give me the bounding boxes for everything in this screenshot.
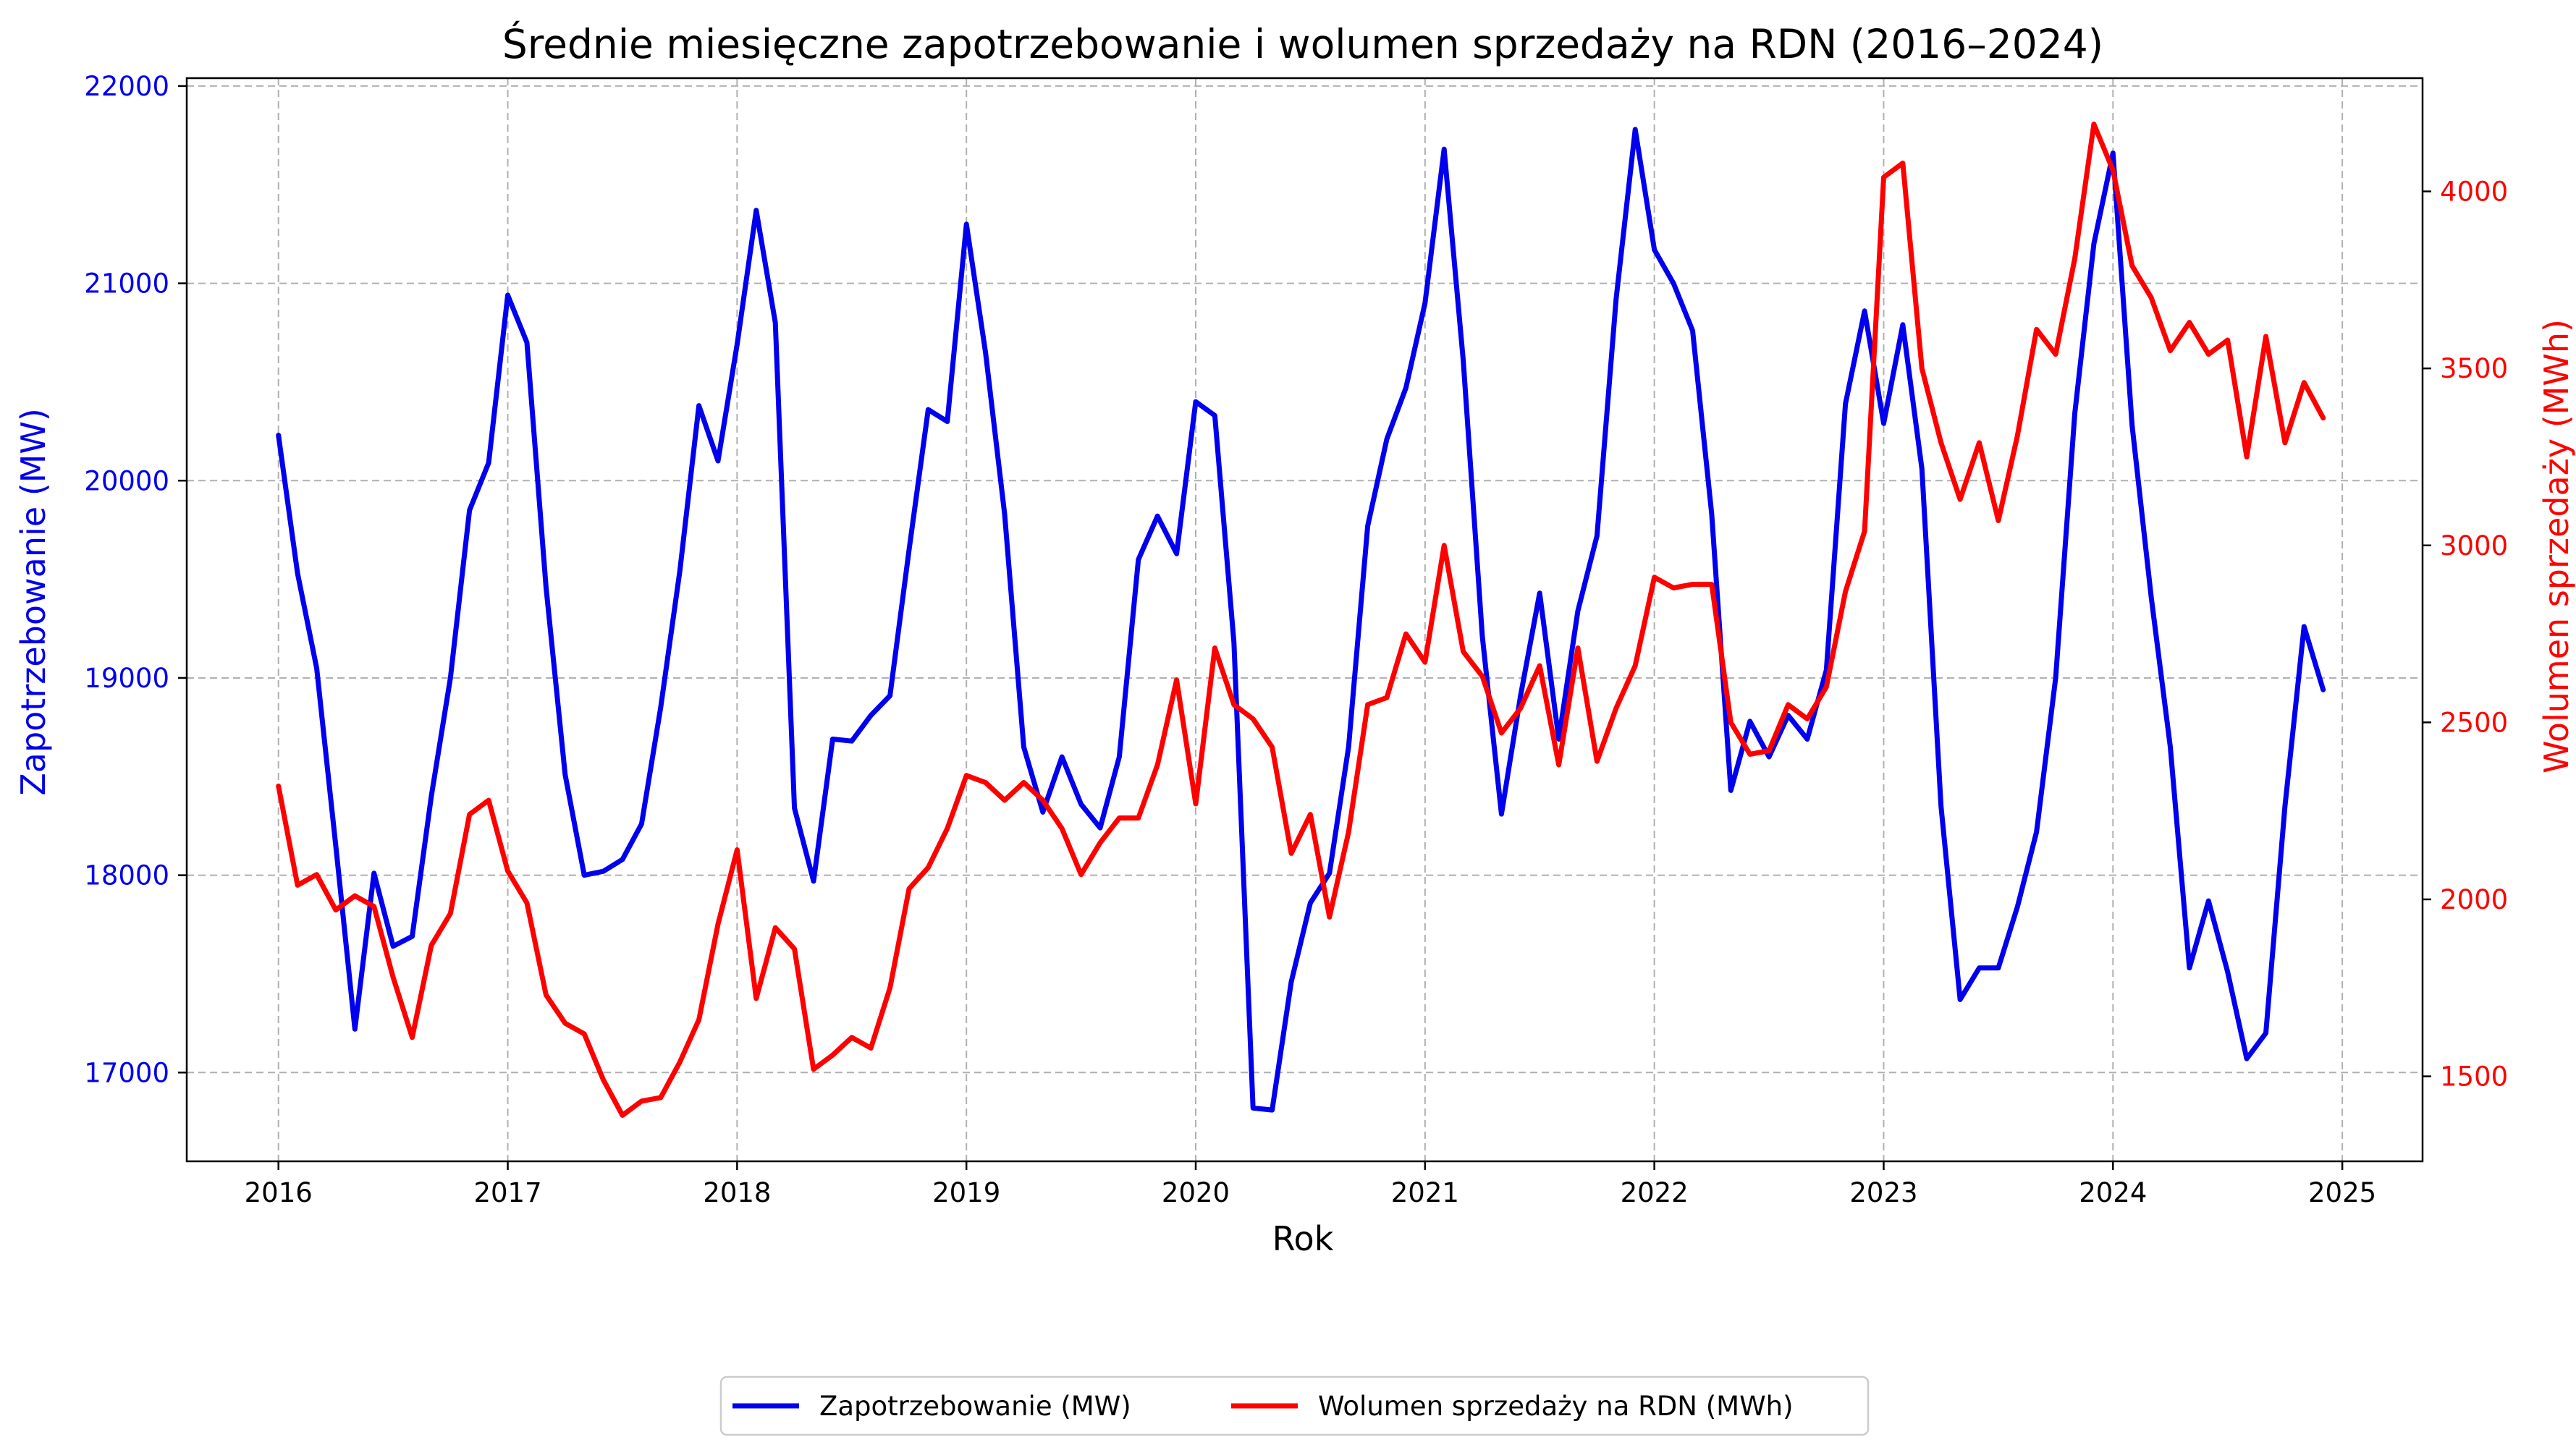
y-axis-right: 1500 2000 2500 3000 3500 4000 xyxy=(2423,177,2508,1093)
x-tick-label: 2024 xyxy=(2079,1177,2147,1208)
series-line-volume xyxy=(276,122,2326,1118)
y-axis-right-title: Wolumen sprzedaży (MWh) xyxy=(2537,319,2576,773)
y-right-tick-label: 4000 xyxy=(2440,177,2508,208)
y-right-tick-label: 3500 xyxy=(2440,353,2508,384)
y-right-tick-label: 2500 xyxy=(2440,707,2508,738)
x-tick-label: 2018 xyxy=(703,1177,771,1208)
x-tick-label: 2017 xyxy=(473,1177,541,1208)
legend: Zapotrzebowanie (MW) Wolumen sprzedaży n… xyxy=(719,1375,1870,1436)
legend-label-volume: Wolumen sprzedaży na RDN (MWh) xyxy=(1318,1391,1794,1422)
x-tick-label: 2025 xyxy=(2308,1177,2376,1208)
chart-title: Średnie miesięczne zapotrzebowanie i wol… xyxy=(502,21,2103,67)
legend-label-demand: Zapotrzebowanie (MW) xyxy=(819,1391,1131,1422)
plot-frame xyxy=(185,77,2424,1163)
y-left-tick-label: 19000 xyxy=(84,663,169,694)
x-tick-label: 2023 xyxy=(1849,1177,1917,1208)
series-line-demand xyxy=(276,127,2326,1113)
x-tick-label: 2022 xyxy=(1621,1177,1689,1208)
y-right-tick-label: 1500 xyxy=(2440,1061,2508,1093)
y-right-tick-label: 2000 xyxy=(2440,884,2508,915)
y-left-tick-label: 21000 xyxy=(84,268,169,300)
y-axis-left-title: Zapotrzebowanie (MW) xyxy=(14,408,53,796)
y-left-tick-label: 20000 xyxy=(84,465,169,496)
y-left-tick-label: 17000 xyxy=(84,1057,169,1088)
x-axis-title: Rok xyxy=(1272,1219,1334,1258)
y-axis-left: 17000 18000 19000 20000 21000 22000 xyxy=(84,71,187,1088)
series-lines xyxy=(276,122,2326,1118)
grid xyxy=(187,78,2423,1161)
y-right-tick-label: 3000 xyxy=(2440,530,2508,561)
x-tick-label: 2019 xyxy=(932,1177,1000,1208)
y-left-tick-label: 22000 xyxy=(84,71,169,102)
x-axis: 2016 2017 2018 2019 2020 2021 2022 2023 2024 2025 xyxy=(245,1161,2376,1208)
x-tick-label: 2016 xyxy=(245,1177,313,1208)
x-tick-label: 2021 xyxy=(1391,1177,1459,1208)
x-tick-label: 2020 xyxy=(1162,1177,1230,1208)
y-left-tick-label: 18000 xyxy=(84,860,169,891)
